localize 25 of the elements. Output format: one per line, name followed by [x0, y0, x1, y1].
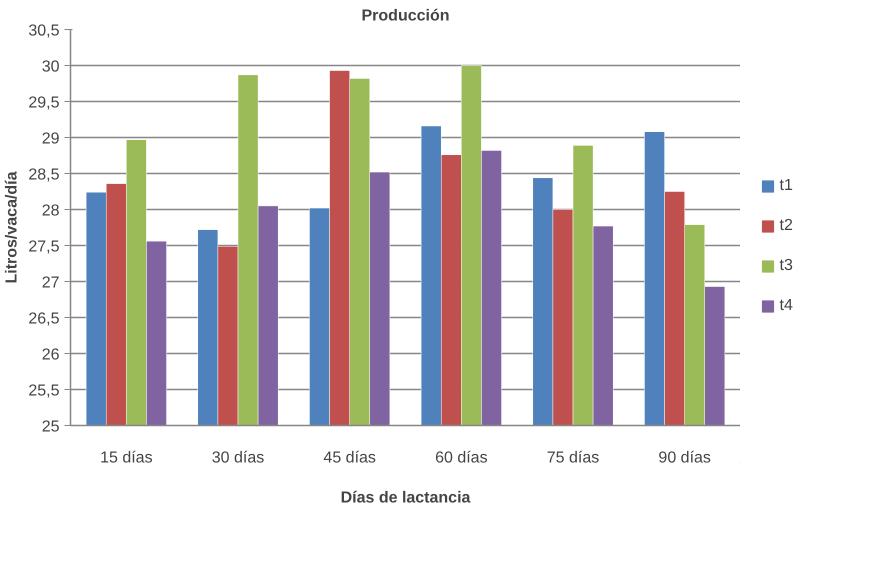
y-tick-label: 28: [42, 202, 60, 220]
x-tick-label: 60 días: [435, 450, 488, 466]
legend-label: t2: [780, 216, 794, 234]
y-tick-label: 25: [42, 418, 60, 436]
x-axis-title: Días de lactancia: [340, 490, 471, 506]
y-axis-title: Litros/vaca/día: [3, 171, 20, 284]
y-tick-label: 30: [42, 58, 60, 76]
y-tick-label: 27,5: [28, 238, 60, 256]
legend-label: t4: [780, 296, 794, 314]
x-tick-label: 90 días: [658, 450, 711, 466]
y-tick-label: 30,5: [28, 22, 60, 40]
y-tick-label: 28,5: [28, 166, 60, 184]
x-tick-label: 75 días: [546, 450, 600, 466]
x-tick-label: 45 días: [323, 450, 376, 466]
y-tick-label: 29: [42, 130, 60, 148]
y-tick-label: 26,5: [28, 310, 60, 328]
chart-title: Producción: [361, 8, 450, 24]
y-tick-label: 25,5: [28, 382, 60, 400]
x-tick-label: 15 días: [100, 450, 153, 466]
y-tick-label: 27: [42, 274, 60, 292]
legend-label: t1: [780, 176, 794, 194]
y-tick-label: 26: [42, 346, 60, 364]
legend-label: t3: [780, 256, 794, 274]
y-tick-label: 29,5: [28, 94, 60, 112]
x-tick-label: 30 días: [212, 450, 264, 466]
